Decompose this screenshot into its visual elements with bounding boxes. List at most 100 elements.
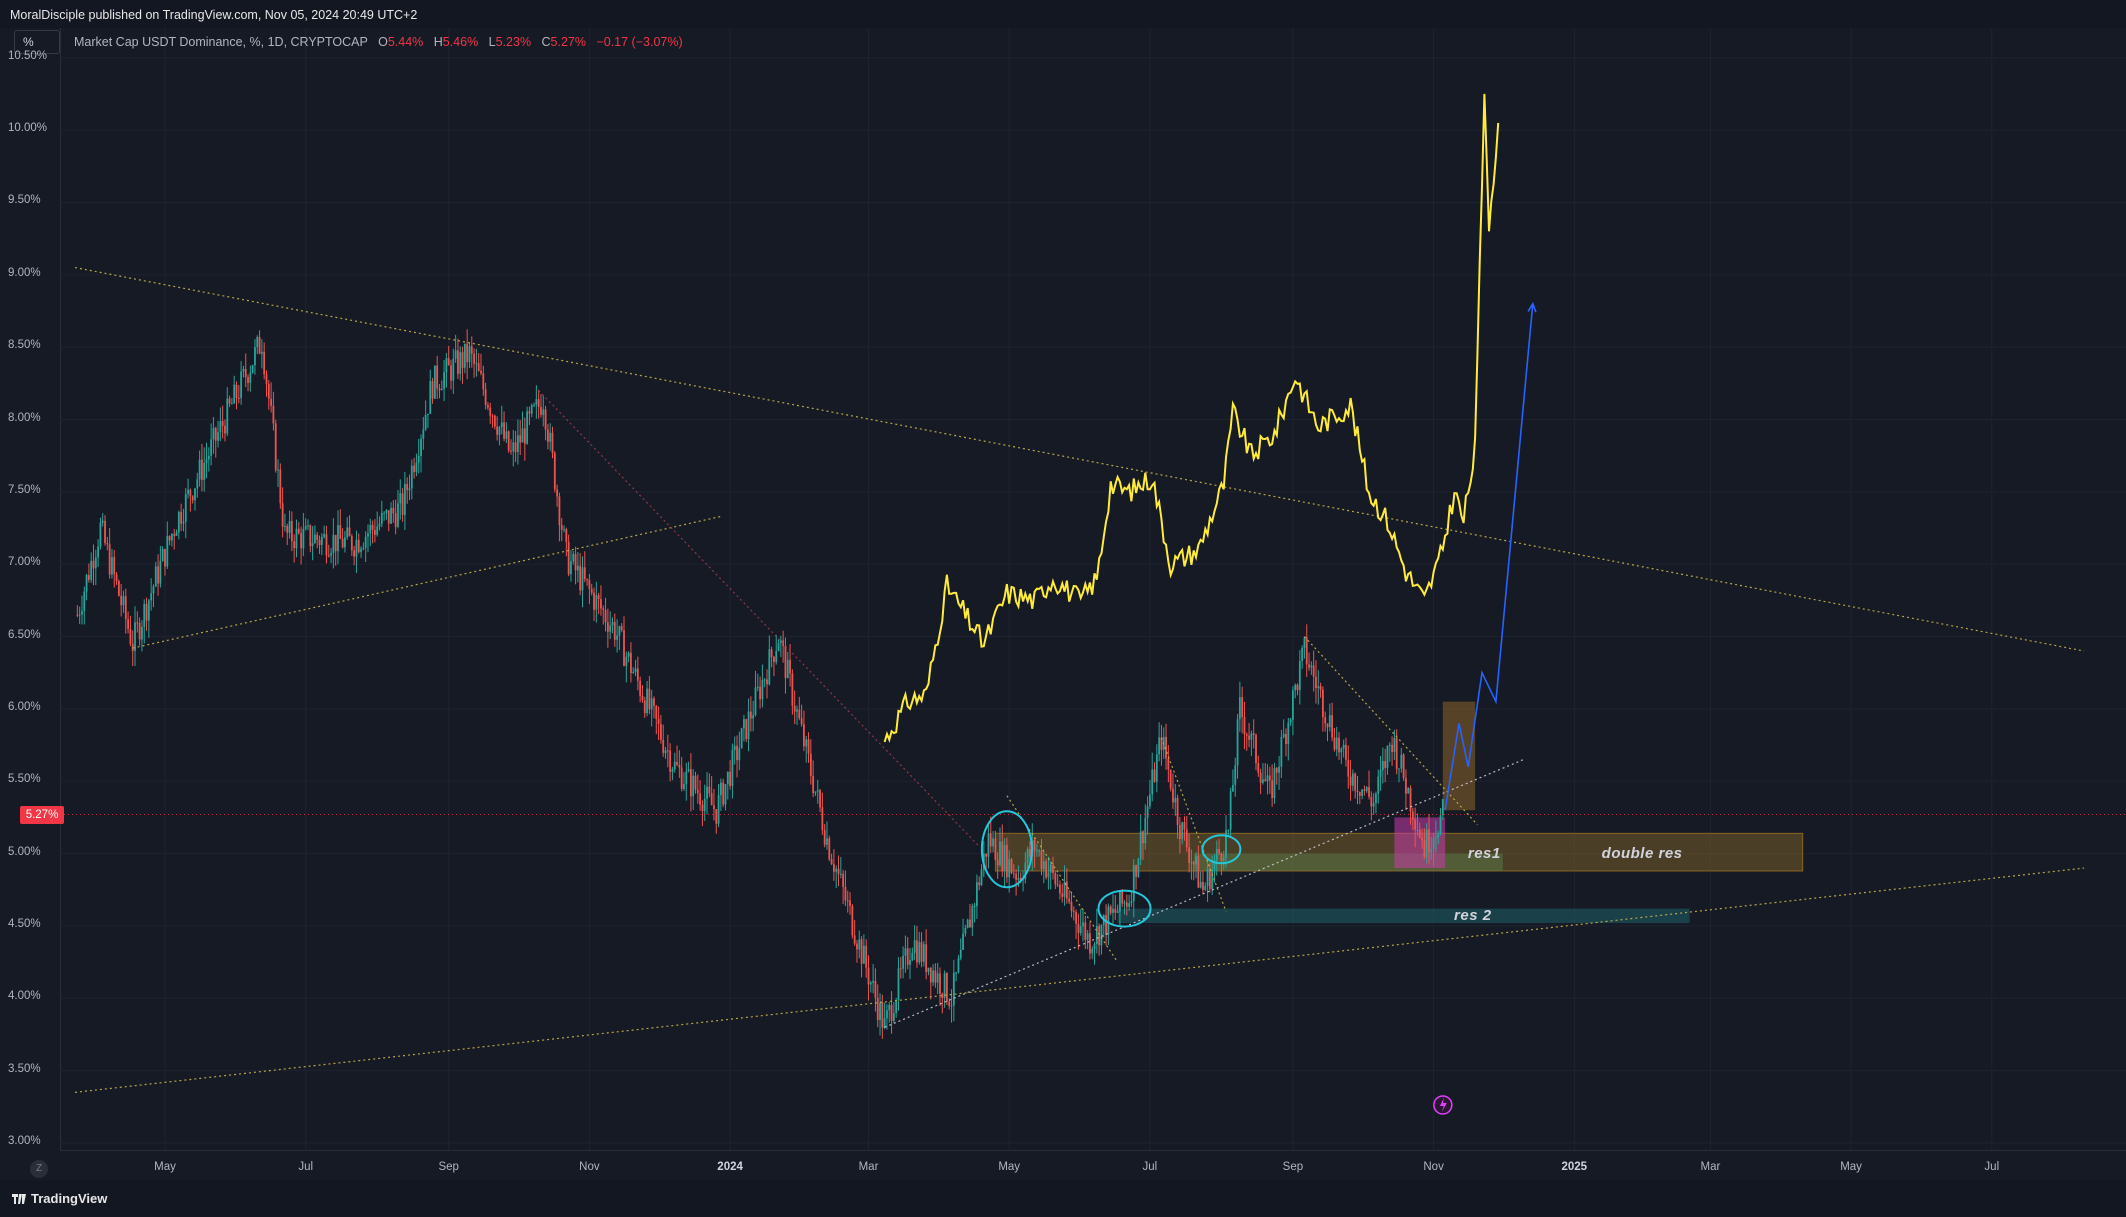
- grid: [60, 28, 2126, 1150]
- candle-body: [819, 790, 821, 808]
- scale-percent-button[interactable]: %: [14, 30, 60, 54]
- candle-body: [1137, 859, 1140, 877]
- y-tick-label: 7.50%: [8, 483, 41, 496]
- candle-body: [620, 626, 623, 631]
- candle-body: [1056, 884, 1059, 886]
- candle-body: [1407, 787, 1410, 794]
- brand-label: TradingView: [31, 1191, 108, 1206]
- candle-body: [860, 939, 863, 964]
- candle-body: [422, 429, 425, 439]
- y-tick-label: 8.00%: [8, 411, 41, 424]
- tradingview-logo[interactable]: TradingView: [12, 1191, 107, 1206]
- candle-body: [371, 524, 374, 530]
- zoom-reset-button[interactable]: Z: [30, 1160, 48, 1178]
- projection-arrowhead: [1527, 301, 1537, 313]
- candle-body: [1091, 948, 1094, 954]
- top-bar: MoralDisciple published on TradingView.c…: [0, 0, 2126, 28]
- candle-body: [1312, 665, 1315, 677]
- candle-body: [671, 769, 674, 772]
- candle-body: [210, 439, 213, 456]
- candle-body: [311, 543, 314, 547]
- trendlines: [60, 266, 2126, 1093]
- candle-body: [1082, 922, 1084, 927]
- candle-body: [1296, 684, 1299, 691]
- candle-body: [666, 750, 669, 752]
- candle-body: [1384, 760, 1387, 768]
- candle-body: [581, 567, 584, 591]
- candle-body: [489, 407, 492, 416]
- candle-body: [1333, 737, 1336, 750]
- candle-body: [274, 423, 277, 471]
- candle-body: [805, 739, 808, 747]
- open-label: O: [378, 35, 388, 49]
- candle-body: [1375, 793, 1377, 803]
- candle-body: [565, 529, 568, 542]
- candle-body: [773, 656, 775, 662]
- candle-body: [1132, 865, 1135, 902]
- candle-body: [376, 526, 379, 535]
- candle-body: [76, 614, 79, 616]
- time-axis[interactable]: [60, 1150, 2126, 1181]
- candle-body: [888, 1004, 891, 1011]
- projection-path: [1444, 303, 1534, 811]
- candle-body: [1257, 763, 1260, 773]
- candle-body: [800, 718, 803, 725]
- candle-body: [1402, 754, 1405, 779]
- candle-body: [378, 523, 381, 527]
- y-tick-label: 10.00%: [8, 122, 48, 135]
- candle-body: [1100, 924, 1103, 946]
- candle-body: [1109, 906, 1112, 913]
- candle-body: [1077, 923, 1080, 934]
- candle-body: [719, 782, 722, 796]
- candle-body: [807, 739, 810, 754]
- candle-body: [281, 503, 284, 527]
- candle-body: [1345, 744, 1347, 760]
- close-label: C: [541, 35, 551, 49]
- candle-body: [731, 749, 734, 787]
- candle-body: [353, 550, 356, 557]
- candle-body: [249, 372, 252, 383]
- candle-body: [475, 363, 478, 365]
- candle-body: [853, 935, 856, 944]
- candle-body: [768, 649, 771, 685]
- candle-body: [207, 455, 210, 460]
- candle-body: [749, 711, 752, 719]
- candle-body: [895, 999, 898, 1014]
- candle-body: [1001, 841, 1004, 872]
- candle-body: [775, 651, 778, 662]
- candle-body: [214, 428, 217, 441]
- candle-body: [1262, 779, 1264, 783]
- candle-body: [1241, 697, 1244, 717]
- candle-body: [1158, 737, 1161, 755]
- candle-body: [341, 538, 344, 548]
- candle-body: [1139, 831, 1142, 860]
- candle-body: [976, 882, 978, 907]
- candle-body: [886, 1010, 888, 1019]
- zone-teal: [1117, 908, 1690, 924]
- candle-body: [327, 555, 330, 557]
- candle-body: [1227, 829, 1230, 831]
- candle-body: [717, 795, 720, 824]
- candle-body: [957, 958, 960, 973]
- candle-body: [1211, 869, 1214, 889]
- candle-body: [141, 626, 143, 640]
- candle-body: [1008, 859, 1011, 878]
- price-axis[interactable]: [0, 28, 61, 1179]
- candle-body: [586, 578, 588, 580]
- candle-body: [1271, 780, 1274, 799]
- candle-body: [108, 544, 111, 575]
- candle-body: [1289, 719, 1292, 723]
- candle-body: [653, 698, 655, 706]
- chart-plot[interactable]: [60, 0, 2126, 1180]
- candle-body: [230, 403, 233, 405]
- candle-body: [1386, 745, 1389, 768]
- candle-body: [138, 622, 141, 640]
- candle-body: [1421, 837, 1423, 841]
- candles: [76, 329, 1444, 1039]
- candle-body: [369, 524, 372, 534]
- candle-body: [1125, 902, 1128, 907]
- candle-body: [1365, 787, 1368, 791]
- y-tick-label: 3.00%: [8, 1135, 41, 1147]
- y-tick-label: 7.00%: [8, 556, 41, 569]
- candle-body: [809, 753, 812, 776]
